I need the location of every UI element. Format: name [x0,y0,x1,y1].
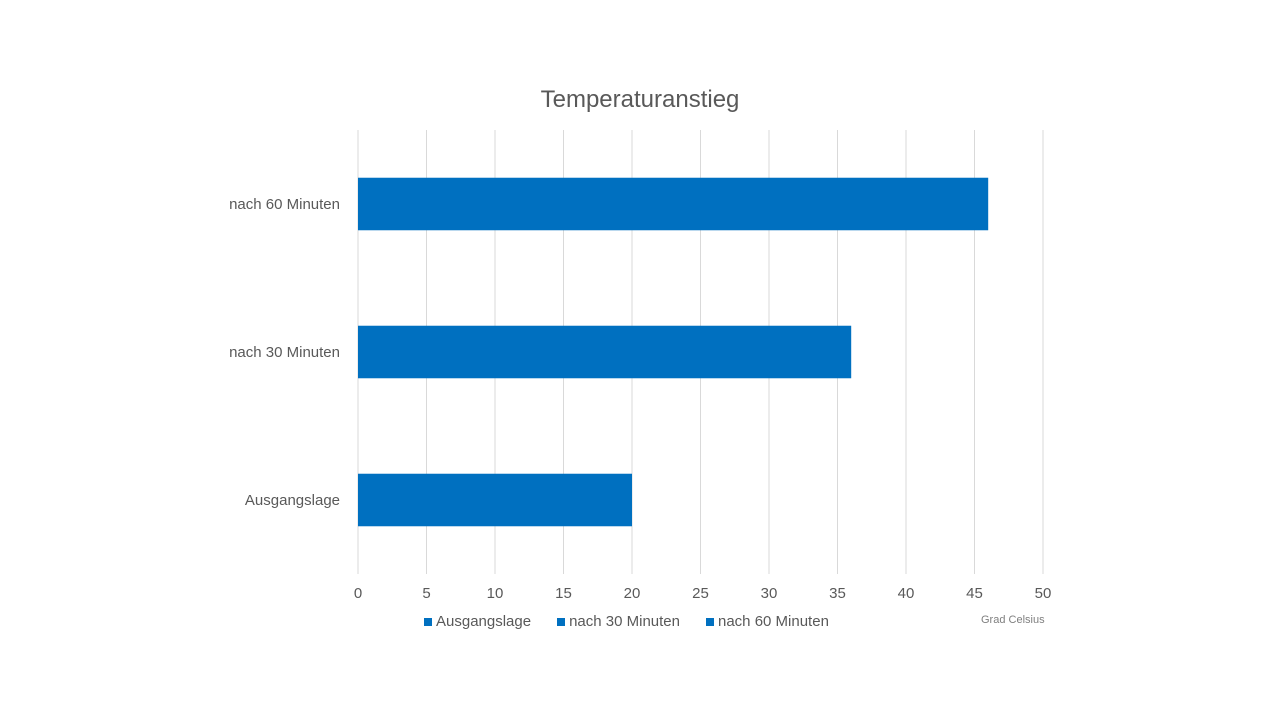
bar-nach-60-minuten [358,177,989,231]
x-tick-labels: 0 5 10 15 20 25 30 35 40 45 50 [354,585,1052,602]
x-tick-label-30: 30 [761,585,778,602]
category-label-nach-60-minuten: nach 60 Minuten [229,196,340,213]
x-tick-label-20: 20 [624,585,641,602]
bars [358,177,989,527]
bar-nach-30-minuten [358,325,852,379]
legend: Ausgangslage nach 30 Minuten nach 60 Min… [424,613,829,630]
x-tick-label-5: 5 [422,585,430,602]
legend-swatch [557,617,566,626]
x-tick-label-35: 35 [829,585,846,602]
x-tick-label-40: 40 [898,585,915,602]
category-labels: Ausgangslage nach 30 Minuten nach 60 Minut… [229,196,340,509]
x-tick-label-25: 25 [692,585,709,602]
legend-item-nach-60-minuten: nach 60 Minuten [706,613,829,630]
chart-title: Temperaturanstieg [540,86,740,113]
legend-label: nach 60 Minuten [718,613,829,630]
bar-ausgangslage [358,473,632,527]
legend-label: Ausgangslage [436,613,532,630]
x-tick-label-10: 10 [487,585,504,602]
legend-item-ausgangslage: Ausgangslage [424,613,531,630]
x-tick-label-45: 45 [966,585,983,602]
x-tick-label-0: 0 [354,585,362,602]
category-label-ausgangslage: Ausgangslage [245,492,340,509]
legend-swatch [424,617,432,626]
x-tick-label-15: 15 [555,585,572,602]
x-tick-label-50: 50 [1035,585,1052,602]
legend-item-nach-30-minuten: nach 30 Minuten [557,613,680,630]
category-label-nach-30-minuten: nach 30 Minuten [229,344,340,361]
legend-label: nach 30 Minuten [569,613,680,630]
unit-label: Grad Celsius [981,614,1045,626]
legend-swatch [706,617,714,626]
